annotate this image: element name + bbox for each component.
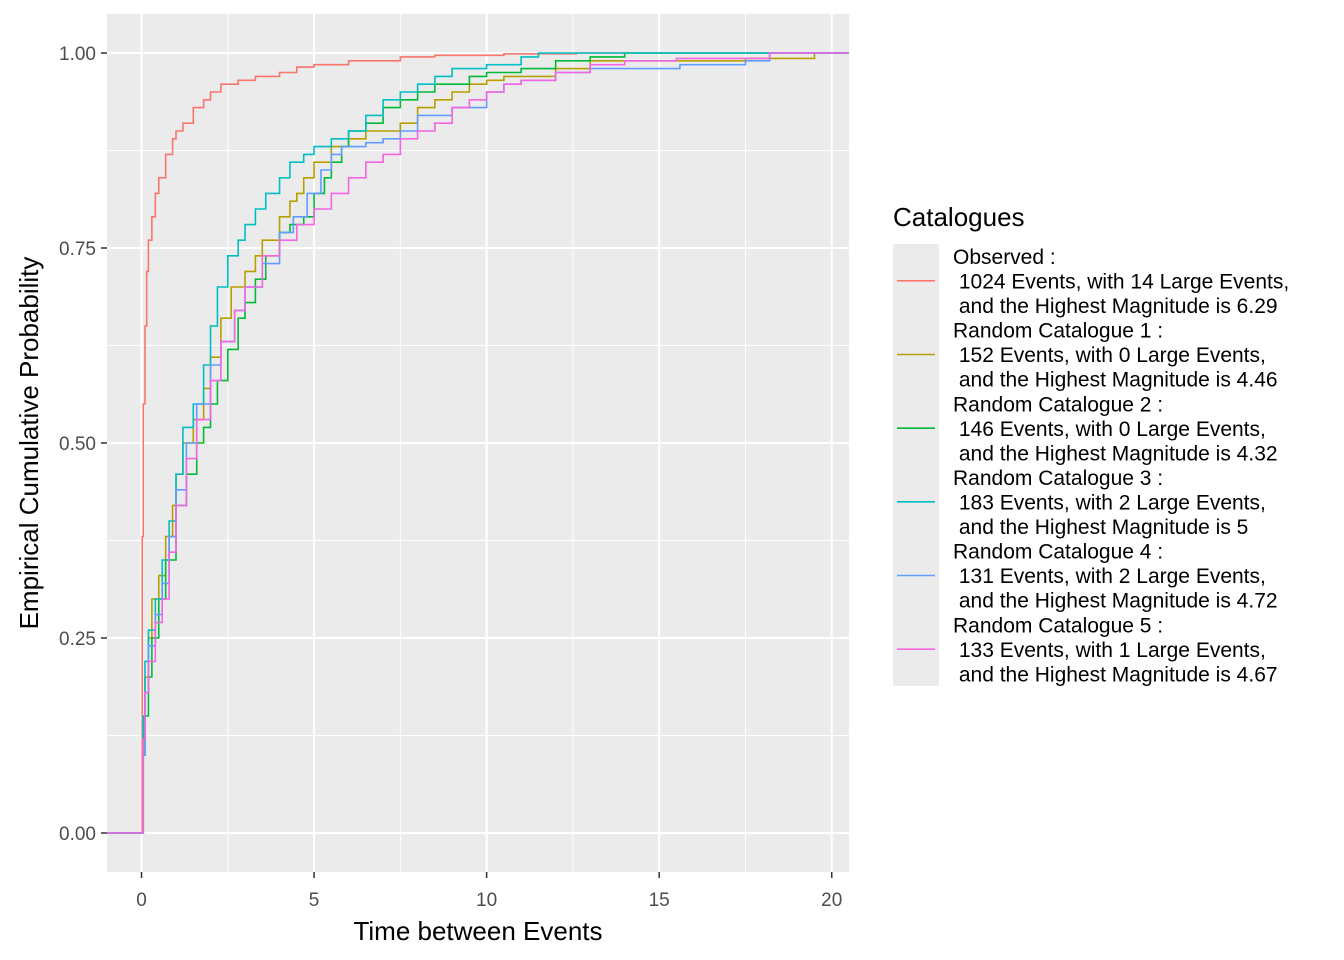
series-lines bbox=[107, 52, 849, 834]
x-tick-label: 5 bbox=[309, 890, 320, 911]
x-tick-label: 20 bbox=[821, 890, 842, 911]
major-grid bbox=[107, 14, 849, 872]
legend: Catalogues Observed : 1024 Events, with … bbox=[893, 202, 1289, 686]
x-axis: 0 5 10 15 20 bbox=[136, 872, 842, 911]
x-axis-title: Time between Events bbox=[353, 916, 602, 946]
series-line-4 bbox=[107, 52, 849, 834]
y-tick-label: 0.75 bbox=[59, 239, 96, 260]
y-axis-title: Empirical Cumulative Probability bbox=[14, 257, 44, 630]
y-tick-label: 0.50 bbox=[59, 434, 96, 455]
series-line-6 bbox=[107, 52, 849, 834]
legend-items: Observed : 1024 Events, with 14 Large Ev… bbox=[897, 246, 1289, 686]
y-tick-label: 0.00 bbox=[59, 824, 96, 845]
legend-label-1: Observed : 1024 Events, with 14 Large Ev… bbox=[953, 246, 1289, 318]
legend-label-2: Random Catalogue 1 : 152 Events, with 0 … bbox=[953, 320, 1278, 392]
x-tick-label: 15 bbox=[649, 890, 670, 911]
legend-label-3: Random Catalogue 2 : 146 Events, with 0 … bbox=[953, 393, 1278, 465]
y-tick-label: 1.00 bbox=[59, 44, 96, 65]
series-line-1 bbox=[107, 52, 849, 834]
y-tick-label: 0.25 bbox=[59, 629, 96, 650]
x-tick-label: 10 bbox=[476, 890, 497, 911]
legend-title: Catalogues bbox=[893, 202, 1025, 232]
legend-key-background bbox=[893, 244, 939, 686]
legend-label-6: Random Catalogue 5 : 133 Events, with 1 … bbox=[953, 614, 1278, 686]
series-line-2 bbox=[107, 52, 849, 834]
y-axis: 0.00 0.25 0.50 0.75 1.00 bbox=[59, 44, 107, 845]
legend-label-5: Random Catalogue 4 : 131 Events, with 2 … bbox=[953, 541, 1278, 613]
x-tick-label: 0 bbox=[136, 890, 147, 911]
legend-label-4: Random Catalogue 3 : 183 Events, with 2 … bbox=[953, 467, 1266, 539]
